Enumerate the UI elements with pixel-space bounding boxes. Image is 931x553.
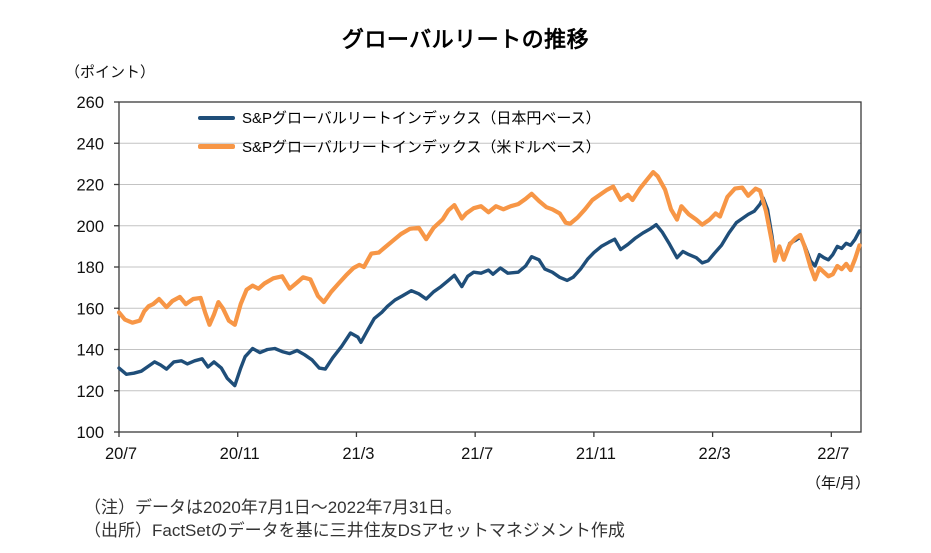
usd-line-swatch-icon — [198, 144, 235, 149]
x-tick-label: 22/7 — [817, 445, 849, 463]
chart-legend: S&Pグローバルリートインデックス（日本円ベース） S&Pグローバルリートインデ… — [198, 103, 601, 161]
series-line-usd — [116, 170, 862, 327]
x-tick-label: 21/7 — [461, 445, 493, 463]
note-data-period: （注）データは2020年7月1日～2022年7月31日。 — [84, 498, 462, 517]
y-tick-label: 220 — [76, 177, 104, 195]
legend-item-jpy: S&Pグローバルリートインデックス（日本円ベース） — [198, 103, 601, 132]
y-tick-label: 120 — [76, 383, 104, 401]
x-tick-label: 20/7 — [105, 445, 137, 463]
page-title: グローバルリートの推移 — [341, 27, 590, 52]
legend-item-usd: S&Pグローバルリートインデックス（米ドルベース） — [198, 132, 601, 161]
y-tick-label: 260 — [76, 94, 104, 112]
y-tick-label: 240 — [76, 135, 104, 153]
legend-label-jpy: S&Pグローバルリートインデックス（日本円ベース） — [242, 110, 601, 127]
y-tick-label: 180 — [76, 259, 104, 277]
plot-border — [118, 101, 862, 433]
x-tick-label: 21/3 — [342, 445, 374, 463]
x-tick-label: 20/11 — [220, 445, 260, 463]
x-axis-unit-label: （年/月） — [806, 475, 871, 492]
y-tick-label: 140 — [76, 342, 104, 360]
jpy-line-swatch-icon — [198, 115, 235, 120]
y-tick-label: 100 — [76, 424, 104, 442]
note-source: （出所）FactSetのデータを基に三井住友DSアセットマネジメント作成 — [84, 521, 625, 540]
footnotes: （注）データは2020年7月1日～2022年7月31日。 （出所）FactSet… — [84, 496, 625, 542]
x-tick-label: 21/11 — [576, 445, 616, 463]
y-axis-unit-label: （ポイント） — [65, 64, 156, 81]
y-tick-label: 200 — [76, 218, 104, 236]
legend-label-usd: S&Pグローバルリートインデックス（米ドルベース） — [242, 139, 601, 156]
y-tick-label: 160 — [76, 300, 104, 318]
x-tick-label: 22/3 — [699, 445, 731, 463]
